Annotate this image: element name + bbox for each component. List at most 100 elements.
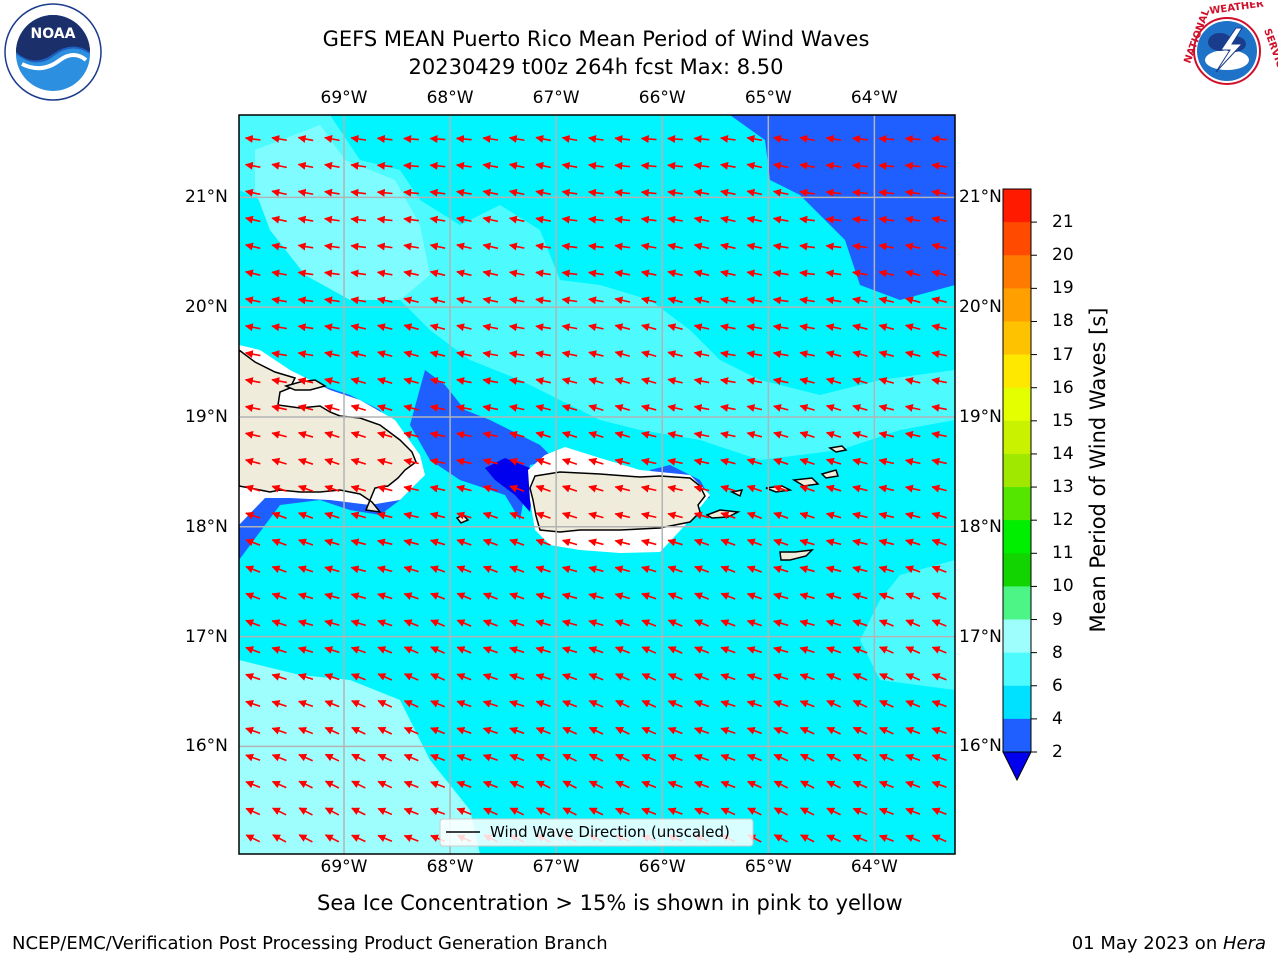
wave-direction-arrow — [614, 134, 631, 143]
wave-direction-arrow — [693, 350, 710, 359]
wave-direction-arrow — [826, 700, 841, 708]
colorbar-tick-label: 12 — [1052, 510, 1074, 531]
lat-label-left: 18°N — [185, 516, 228, 537]
wave-direction-arrow — [799, 592, 815, 601]
lon-label-bottom: 65°W — [744, 857, 792, 877]
wave-direction-arrow — [482, 430, 499, 439]
wave-direction-arrow — [297, 484, 314, 493]
wave-direction-arrow — [640, 161, 657, 170]
wave-direction-arrow — [324, 619, 340, 627]
wave-direction-arrow — [746, 323, 763, 332]
wave-direction-arrow — [535, 188, 551, 197]
wave-direction-arrow — [720, 726, 736, 735]
wave-direction-arrow — [640, 404, 657, 412]
wave-direction-arrow — [772, 161, 789, 170]
wave-direction-arrow — [852, 646, 868, 654]
wave-direction-arrow — [509, 780, 525, 789]
wave-direction-arrow — [693, 484, 710, 493]
wave-direction-arrow — [376, 296, 393, 305]
wave-direction-arrow — [878, 780, 894, 789]
wave-direction-arrow — [244, 323, 261, 332]
wave-direction-arrow — [852, 269, 868, 278]
wave-direction-arrow — [455, 134, 472, 143]
wave-direction-arrow — [720, 161, 736, 170]
wave-direction-arrow — [694, 673, 710, 681]
wave-direction-arrow — [852, 780, 868, 789]
wave-direction-arrow — [535, 592, 551, 601]
wave-direction-arrow — [614, 619, 630, 627]
wave-direction-arrow — [508, 215, 525, 224]
wave-direction-arrow — [350, 188, 367, 197]
wave-direction-arrow — [535, 242, 551, 251]
wave-direction-arrow — [271, 242, 287, 251]
wave-direction-arrow — [667, 188, 683, 197]
colorbar-tick-label: 18 — [1052, 311, 1074, 332]
wave-direction-arrow — [852, 726, 868, 735]
wave-direction-arrow — [746, 242, 763, 251]
wave-direction-arrow — [693, 377, 710, 385]
wave-direction-arrow — [429, 404, 446, 412]
wave-direction-arrow — [904, 511, 921, 520]
wave-direction-arrow — [746, 350, 763, 359]
wave-direction-arrow — [746, 619, 762, 627]
colorbar-block — [1003, 321, 1031, 356]
colorbar-tick-label: 6 — [1052, 675, 1063, 696]
wave-direction-arrow — [297, 215, 314, 224]
wave-direction-arrow — [825, 350, 842, 358]
wave-direction-arrow — [561, 242, 578, 251]
wave-direction-arrow — [508, 242, 525, 251]
wave-direction-arrow — [456, 780, 472, 789]
lat-label-right: 20°N — [959, 297, 1002, 318]
wave-direction-arrow — [746, 700, 762, 708]
wave-direction-arrow — [667, 753, 683, 762]
wave-direction-arrow — [904, 323, 921, 332]
wave-direction-arrow — [508, 296, 525, 305]
wave-direction-arrow — [323, 296, 340, 305]
wave-direction-arrow — [852, 592, 868, 601]
wave-direction-arrow — [773, 834, 788, 843]
wave-direction-arrow — [799, 242, 815, 251]
wave-direction-arrow — [244, 188, 261, 197]
wave-direction-arrow — [851, 161, 868, 170]
wave-direction-arrow — [324, 807, 340, 816]
wave-direction-arrow — [561, 404, 578, 412]
wave-direction-arrow — [271, 296, 287, 305]
wave-direction-arrow — [403, 242, 419, 251]
wave-direction-arrow — [799, 727, 815, 735]
wave-direction-arrow — [931, 511, 947, 520]
wave-direction-arrow — [244, 134, 261, 143]
wave-direction-arrow — [297, 619, 314, 627]
wave-direction-arrow — [746, 511, 762, 520]
wave-direction-arrow — [746, 753, 762, 762]
wave-direction-arrow — [746, 188, 763, 197]
wave-direction-arrow — [878, 242, 895, 251]
wave-direction-arrow — [456, 807, 472, 816]
wave-direction-arrow — [852, 807, 868, 816]
wave-direction-arrow — [878, 323, 895, 332]
wave-direction-arrow — [245, 834, 261, 843]
wave-direction-arrow — [482, 215, 499, 224]
lat-label-left: 16°N — [185, 736, 228, 757]
wave-direction-arrow — [667, 726, 683, 735]
wave-direction-arrow — [350, 484, 367, 493]
wave-direction-arrow — [852, 430, 868, 439]
wave-direction-arrow — [271, 484, 287, 493]
wave-direction-arrow — [403, 296, 419, 305]
wave-direction-arrow — [403, 753, 419, 762]
wave-direction-arrow — [297, 323, 314, 332]
wave-direction-arrow — [693, 511, 710, 520]
wave-direction-arrow — [825, 484, 842, 493]
wave-direction-arrow — [588, 538, 604, 547]
lat-label-right: 19°N — [959, 406, 1002, 427]
wave-direction-arrow — [720, 753, 736, 762]
wave-direction-arrow — [350, 323, 367, 332]
sea-ice-note: Sea Ice Concentration > 15% is shown in … — [317, 891, 903, 915]
lon-label-top: 67°W — [532, 88, 580, 108]
wave-direction-arrow — [271, 807, 287, 816]
wave-direction-arrow — [746, 484, 762, 493]
wave-direction-arrow — [878, 592, 894, 600]
map-legend: Wind Wave Direction (unscaled) — [439, 818, 754, 847]
wave-direction-arrow — [614, 242, 631, 251]
wave-direction-arrow — [588, 431, 604, 439]
wave-direction-arrow — [588, 700, 604, 708]
